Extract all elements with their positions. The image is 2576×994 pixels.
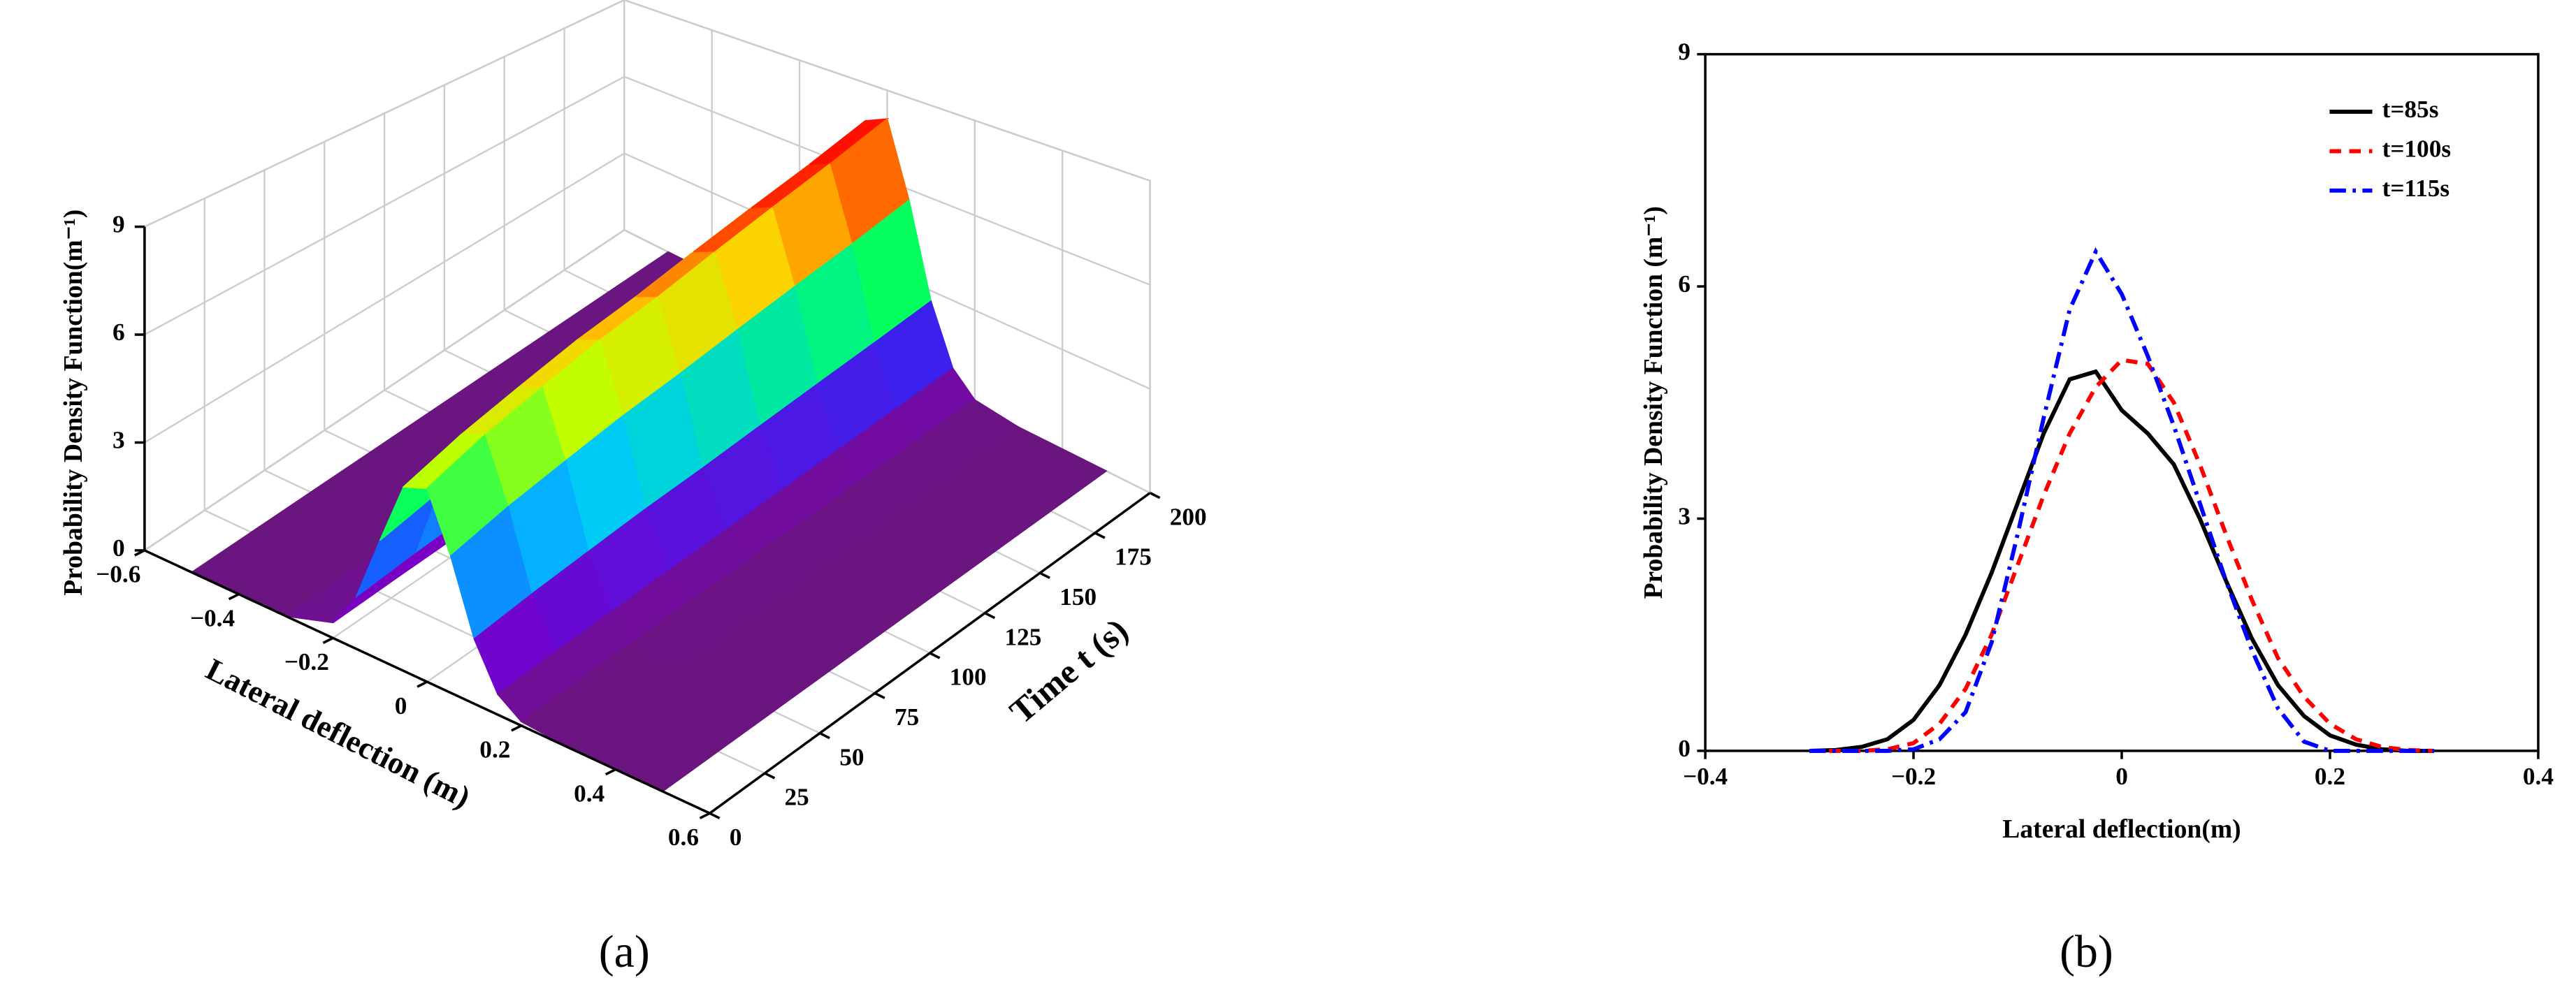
- legend-label: t=85s: [2382, 96, 2439, 123]
- series-line: [1809, 358, 2435, 753]
- tick-mark: [764, 772, 776, 780]
- tick-mark: [1094, 532, 1106, 539]
- caption: (a): [599, 926, 650, 977]
- x-axis-title: Lateral deflection(m): [2002, 814, 2241, 844]
- grid-line: [144, 229, 625, 551]
- z-tick-label: 0: [113, 534, 125, 562]
- y-tick-label: 0: [1678, 735, 1691, 762]
- y-tick-label: 25: [784, 784, 809, 811]
- y-tick-label: 100: [950, 664, 987, 691]
- z-tick-label: 6: [113, 319, 125, 346]
- y-tick-label: 9: [1678, 38, 1691, 66]
- x-tick-label: −0.4: [1683, 763, 1728, 790]
- x-tick-label: −0.4: [190, 604, 235, 631]
- tick-mark: [819, 732, 830, 740]
- tick-mark: [929, 652, 941, 659]
- legend-label: t=115s: [2382, 175, 2450, 202]
- grid-line: [144, 0, 625, 228]
- x-tick-label: 0.4: [2523, 763, 2554, 790]
- tick-mark: [1039, 571, 1050, 579]
- y-tick-label: 150: [1059, 583, 1097, 611]
- z-axis-title: Probability Density Function(m⁻¹): [59, 210, 88, 596]
- x-tick-label: 0: [395, 692, 407, 719]
- tick-mark: [511, 724, 522, 732]
- grid-line: [623, 0, 1150, 182]
- y-tick-label: 175: [1115, 543, 1152, 571]
- y-tick-label: 0: [730, 824, 742, 851]
- y-tick-label: 75: [895, 703, 919, 731]
- caption: (b): [2060, 926, 2113, 977]
- x-tick-label: 0.2: [2315, 763, 2345, 790]
- x-tick-label: 0: [2115, 763, 2128, 790]
- x-tick-label: −0.6: [96, 561, 140, 588]
- y-axis-title: Probability Density Function (m⁻¹): [1639, 206, 1668, 599]
- tick-mark: [709, 812, 721, 819]
- series-line: [1809, 369, 2434, 753]
- x-tick-label: 0.6: [668, 824, 699, 851]
- y-tick-label: 50: [839, 743, 864, 770]
- y-tick-label: 3: [1678, 503, 1691, 530]
- x-tick-label: 0.2: [479, 736, 510, 763]
- y-tick-label: 125: [1004, 623, 1041, 650]
- grid-line: [144, 75, 625, 336]
- tick-mark: [605, 768, 616, 776]
- y-tick-label: 6: [1678, 270, 1691, 298]
- series-line: [1809, 247, 2434, 753]
- x-tick-label: −0.2: [284, 648, 329, 675]
- tick-mark: [874, 692, 885, 699]
- grid-line: [144, 152, 625, 444]
- tick-mark: [984, 612, 996, 620]
- x-tick-label: −0.2: [1891, 763, 1936, 790]
- z-tick-label: 9: [113, 211, 125, 238]
- z-tick-label: 3: [113, 427, 125, 454]
- tick-mark: [1149, 492, 1161, 499]
- tick-mark: [322, 636, 334, 645]
- legend-label: t=100s: [2382, 135, 2451, 162]
- tick-mark: [417, 680, 428, 688]
- tick-mark: [699, 812, 711, 819]
- plot-frame: [1704, 52, 2540, 752]
- y-tick-label: 200: [1170, 503, 1207, 530]
- x-tick-label: 0.4: [574, 780, 605, 807]
- tick-mark: [228, 593, 240, 601]
